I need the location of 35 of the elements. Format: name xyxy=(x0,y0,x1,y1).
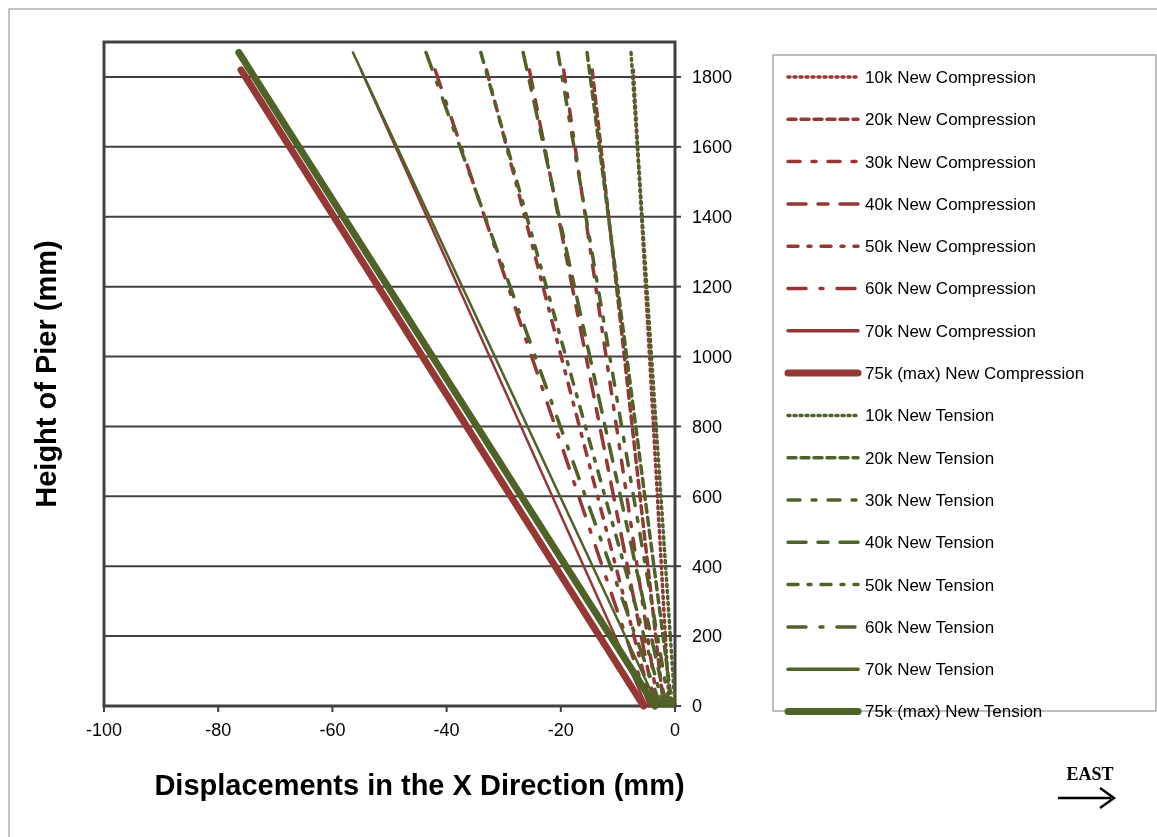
legend-label: 70k New Compression xyxy=(865,321,1037,341)
legend-label: 40k New Tension xyxy=(865,533,995,553)
y-tick-label: 1000 xyxy=(692,346,733,367)
y-tick-label: 800 xyxy=(692,416,723,437)
legend-label: 30k New Compression xyxy=(865,152,1037,172)
y-tick-label: 600 xyxy=(692,486,723,507)
y-tick-label: 1600 xyxy=(692,137,733,158)
y-tick-label: 1400 xyxy=(692,207,733,228)
legend-label: 10k New Tension xyxy=(865,406,995,426)
x-tick-label: -100 xyxy=(85,720,123,740)
y-tick-label: 200 xyxy=(692,626,723,647)
legend-label: 70k New Tension xyxy=(865,660,995,680)
legend-label: 50k New Tension xyxy=(865,575,995,595)
legend-label: 60k New Compression xyxy=(865,279,1037,299)
legend-label: 75k (max) New Tension xyxy=(865,702,1043,722)
x-axis-title: Displacements in the X Direction (mm) xyxy=(154,769,685,801)
x-tick-label: -40 xyxy=(433,720,460,740)
y-tick-label: 1200 xyxy=(692,276,733,297)
legend-label: 50k New Compression xyxy=(865,237,1037,257)
legend-label: 60k New Tension xyxy=(865,617,995,637)
y-axis-title: Height of Pier (mm) xyxy=(30,240,62,508)
legend-label: 40k New Compression xyxy=(865,194,1037,214)
legend-label: 30k New Tension xyxy=(865,490,995,510)
legend-label: 20k New Compression xyxy=(865,110,1037,130)
legend-label: 20k New Tension xyxy=(865,448,995,468)
legend-label: 75k (max) New Compression xyxy=(865,364,1085,384)
y-tick-label: 400 xyxy=(692,556,723,577)
x-tick-label: 0 xyxy=(669,720,681,740)
x-tick-label: -20 xyxy=(547,720,574,740)
y-tick-label: 0 xyxy=(692,696,703,717)
y-tick-label: 1800 xyxy=(692,67,733,88)
x-tick-label: -80 xyxy=(205,720,232,740)
x-tick-label: -60 xyxy=(319,720,346,740)
text: EAST xyxy=(1066,764,1114,784)
legend-label: 10k New Compression xyxy=(865,67,1037,87)
